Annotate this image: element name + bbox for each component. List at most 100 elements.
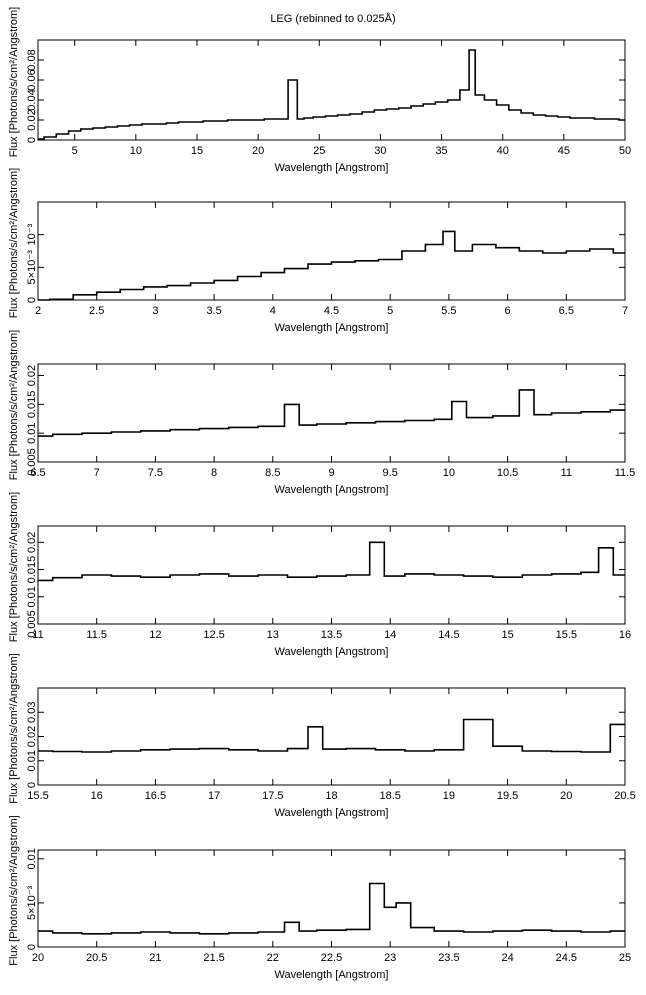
x-tick-label: 16.5 [145,790,166,802]
x-tick-label: 19.5 [497,790,518,802]
x-tick-label: 7 [94,467,100,479]
x-tick-label: 10 [130,145,142,157]
y-tick-label: 0.03 [26,702,38,723]
x-tick-label: 8 [211,467,217,479]
x-tick-label: 16 [619,629,631,641]
y-tick-label: 0.01 [26,422,38,443]
x-axis-label: Wavelength [Angstrom] [275,646,389,658]
y-axis-label: Flux [Photons/s/cm²/Angstrom] [8,653,20,803]
x-tick-label: 22 [267,952,279,964]
y-tick-label: 0.01 [26,848,38,869]
x-tick-label: 9.5 [383,467,398,479]
x-tick-label: 40 [497,145,509,157]
panel-5: 15.5 16 16.5 17 17.5 18 18.5 19 19.5 20 20.5 0 0.01 0… [8,653,636,819]
y-tick-label: 0.01 [26,750,38,771]
x-tick-label: 25 [619,952,631,964]
plot-frame [37,39,626,141]
plot-frame [37,687,626,786]
x-axis-label: Wavelength [Angstrom] [275,484,389,496]
y-tick-label: 0.01 [26,586,38,607]
panel-3: 6.5 7 7.5 8 8.5 9 9.5 10 10.5 11 11.5 0.005 0.01 0.01… [8,330,635,496]
y-tick-label: 0.015 [26,391,38,419]
y-tick-label: 0.02 [26,532,38,553]
x-tick-label: 6.5 [559,305,574,317]
y-tick-label: 0.005 [26,610,38,638]
figure-title: LEG (rebinned to 0.025Å) [270,12,395,25]
x-tick-label: 3.5 [206,305,221,317]
x-tick-label: 20 [32,952,44,964]
spectrum-series-line [38,882,625,935]
x-tick-label: 24.5 [556,952,577,964]
x-tick-label: 19 [443,790,455,802]
y-axis-label: Flux [Photons/s/cm²/Angstrom] [8,815,20,965]
x-tick-label: 14 [384,629,396,641]
x-tick-label: 15 [501,629,513,641]
x-tick-label: 5 [387,305,393,317]
x-tick-label: 11 [561,467,572,479]
x-tick-label: 10 [443,467,455,479]
x-tick-label: 21.5 [203,952,224,964]
y-axis-label: Flux [Photons/s/cm²/Angstrom] [8,168,20,318]
x-tick-label: 20.5 [614,790,635,802]
y-tick-label: 0.02 [26,726,38,747]
x-tick-label: 13 [267,629,279,641]
plot-frame [37,363,626,463]
x-axis-label: Wavelength [Angstrom] [275,162,389,174]
x-tick-label: 2 [35,305,41,317]
x-tick-label: 11.5 [615,467,636,479]
x-tick-label: 18 [325,790,337,802]
x-tick-label: 21 [149,952,161,964]
y-tick-label: 0.06 [26,69,38,90]
x-tick-label: 2.5 [89,305,104,317]
x-tick-label: 5.5 [441,305,456,317]
x-tick-label: 20 [560,790,572,802]
x-tick-label: 11.5 [86,629,107,641]
y-tick-label: 0.04 [26,89,38,110]
x-tick-label: 20.5 [86,952,107,964]
x-tick-label: 3 [152,305,158,317]
y-tick-label: 0.02 [26,365,38,386]
x-tick-label: 10.5 [497,467,518,479]
y-tick-label: 0 [26,782,38,788]
x-tick-label: 23.5 [438,952,459,964]
x-tick-label: 4 [270,305,276,317]
x-tick-label: 15 [191,145,203,157]
spectrum-series-line [38,49,625,140]
panel-1: 5 10 15 20 25 30 35 40 45 50 0 0.020.040.060.08 Wave… [8,7,631,174]
x-tick-label: 7 [622,305,628,317]
x-tick-label: 14.5 [438,629,459,641]
x-tick-label: 4.5 [324,305,339,317]
x-tick-label: 30 [374,145,386,157]
spectrum-series-line [38,230,625,301]
spectrum-series-line [38,541,625,582]
x-axis-label: Wavelength [Angstrom] [275,807,389,819]
x-tick-label: 8.5 [265,467,280,479]
x-tick-label: 7.5 [148,467,163,479]
x-tick-label: 24 [501,952,513,964]
x-tick-label: 23 [384,952,396,964]
y-tick-label: 5×10⁻³ [26,885,38,920]
y-tick-label: 0.02 [26,109,38,130]
x-tick-label: 45 [558,145,570,157]
panel-6: 20 20.5 21 21.5 22 22.5 23 23.5 24 24.5 25 0 5×10⁻³ 0… [8,815,631,981]
x-tick-label: 50 [619,145,631,157]
y-axis-label: Flux [Photons/s/cm²/Angstrom] [8,7,20,157]
y-tick-label: 0 [26,137,38,143]
y-tick-label: 0.08 [26,49,38,70]
y-tick-label: 5×10⁻³ [26,250,38,285]
x-tick-label: 16 [91,790,103,802]
x-tick-label: 12.5 [203,629,224,641]
y-tick-label: 10⁻³ [26,223,38,245]
x-tick-label: 25 [313,145,325,157]
spectrum-series-line [38,389,625,437]
x-tick-label: 13.5 [321,629,342,641]
spectrum-series-line [38,718,625,753]
x-tick-label: 20 [252,145,264,157]
y-axis-label: Flux [Photons/s/cm²/Angstrom] [8,492,20,642]
x-tick-label: 15.5 [556,629,577,641]
x-tick-label: 35 [435,145,447,157]
y-axis-label: Flux [Photons/s/cm²/Angstrom] [8,330,20,480]
panel-2: 2 2.5 3 3.5 4 4.5 5 5.5 6 6.5 7 0 5×10⁻³ 10⁻³ Waveleng… [8,168,628,334]
x-tick-label: 9 [328,467,334,479]
